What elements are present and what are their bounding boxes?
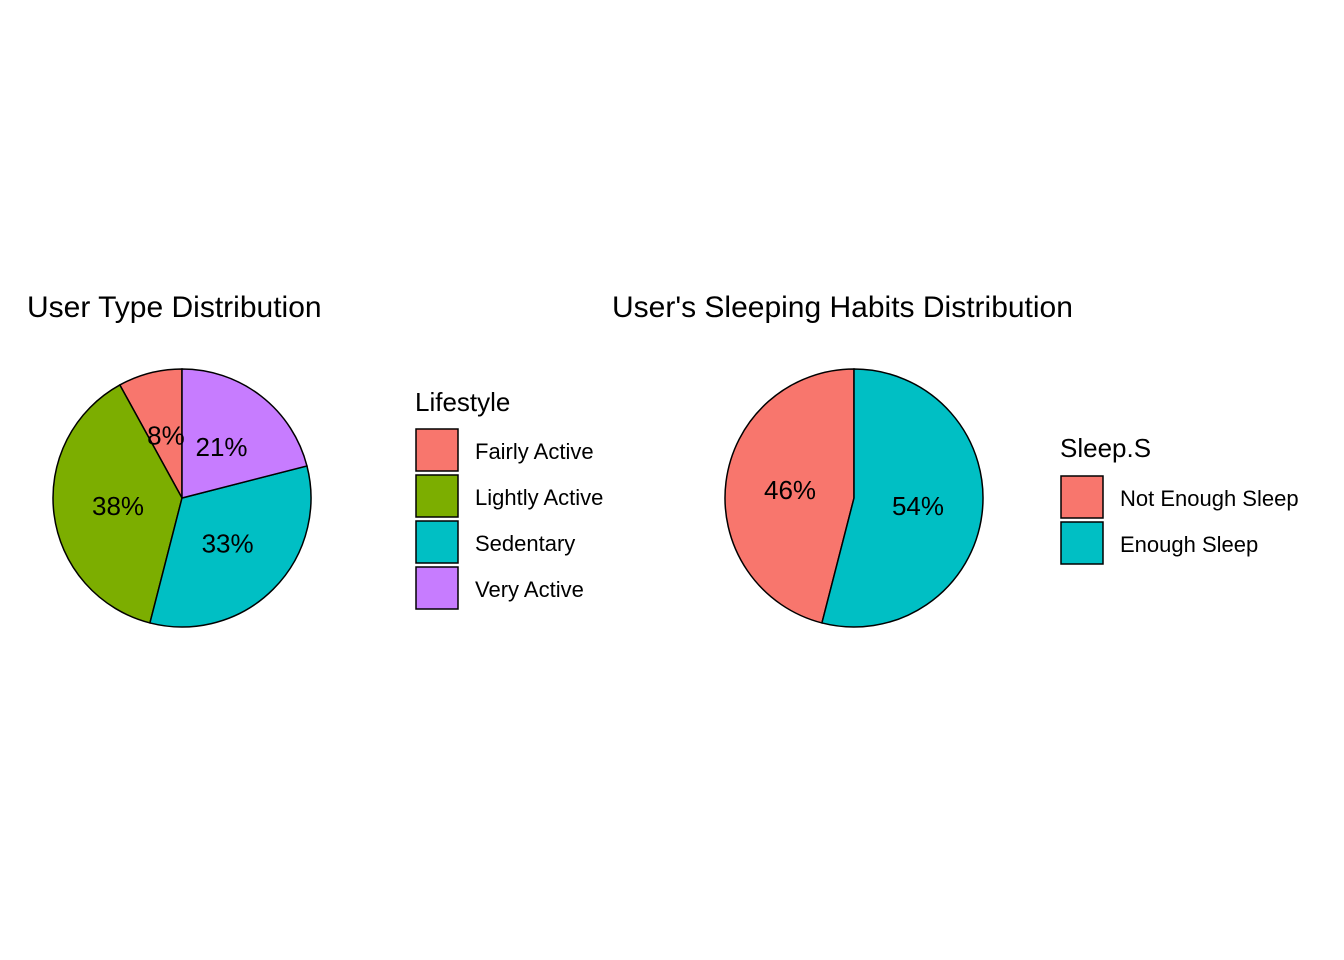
legend-key-fairly-active	[415, 428, 459, 472]
legend-key-lightly-active	[415, 474, 459, 518]
legend-key-enough-sleep	[1060, 521, 1104, 565]
legend-lifestyle: Fairly Active Lightly Active Sedentary Very…	[415, 428, 603, 610]
legend-key-very-active	[415, 566, 459, 610]
slice-label-fairly-active: 8%	[147, 421, 185, 451]
slice-label-sedentary: 33%	[202, 529, 254, 559]
slice-label-enough-sleep: 54%	[892, 491, 944, 521]
legend-label-fairly-active: Fairly Active	[475, 439, 594, 464]
slice-label-lightly-active: 38%	[92, 491, 144, 521]
legend-title-sleep: Sleep.S	[1060, 433, 1151, 463]
chart-title-sleeping-habits: User's Sleeping Habits Distribution	[612, 291, 1073, 324]
legend-label-enough-sleep: Enough Sleep	[1120, 532, 1258, 557]
pie-user-type: 8% 38% 33% 21%	[52, 368, 312, 628]
legend-label-very-active: Very Active	[475, 577, 584, 602]
legend-sleep: Not Enough Sleep Enough Sleep	[1060, 475, 1299, 565]
legend-key-not-enough-sleep	[1060, 475, 1104, 519]
pie-slice-enough-sleep	[821, 368, 984, 628]
legend-label-sedentary: Sedentary	[475, 531, 575, 556]
legend-label-not-enough-sleep: Not Enough Sleep	[1120, 486, 1299, 511]
legend-key-sedentary	[415, 520, 459, 564]
legend-title-lifestyle: Lifestyle	[415, 387, 510, 417]
pie-slice-sedentary	[149, 465, 312, 628]
pie-slice-not-enough-sleep	[724, 368, 855, 624]
legend-label-lightly-active: Lightly Active	[475, 485, 603, 510]
pie-slice-very-active	[181, 368, 308, 499]
slice-label-not-enough-sleep: 46%	[764, 475, 816, 505]
pie-slice-lightly-active	[52, 383, 183, 624]
pie-sleeping-habits: 46% 54%	[724, 368, 984, 628]
chart-title-user-type: User Type Distribution	[27, 291, 322, 324]
slice-label-very-active: 21%	[196, 432, 248, 462]
